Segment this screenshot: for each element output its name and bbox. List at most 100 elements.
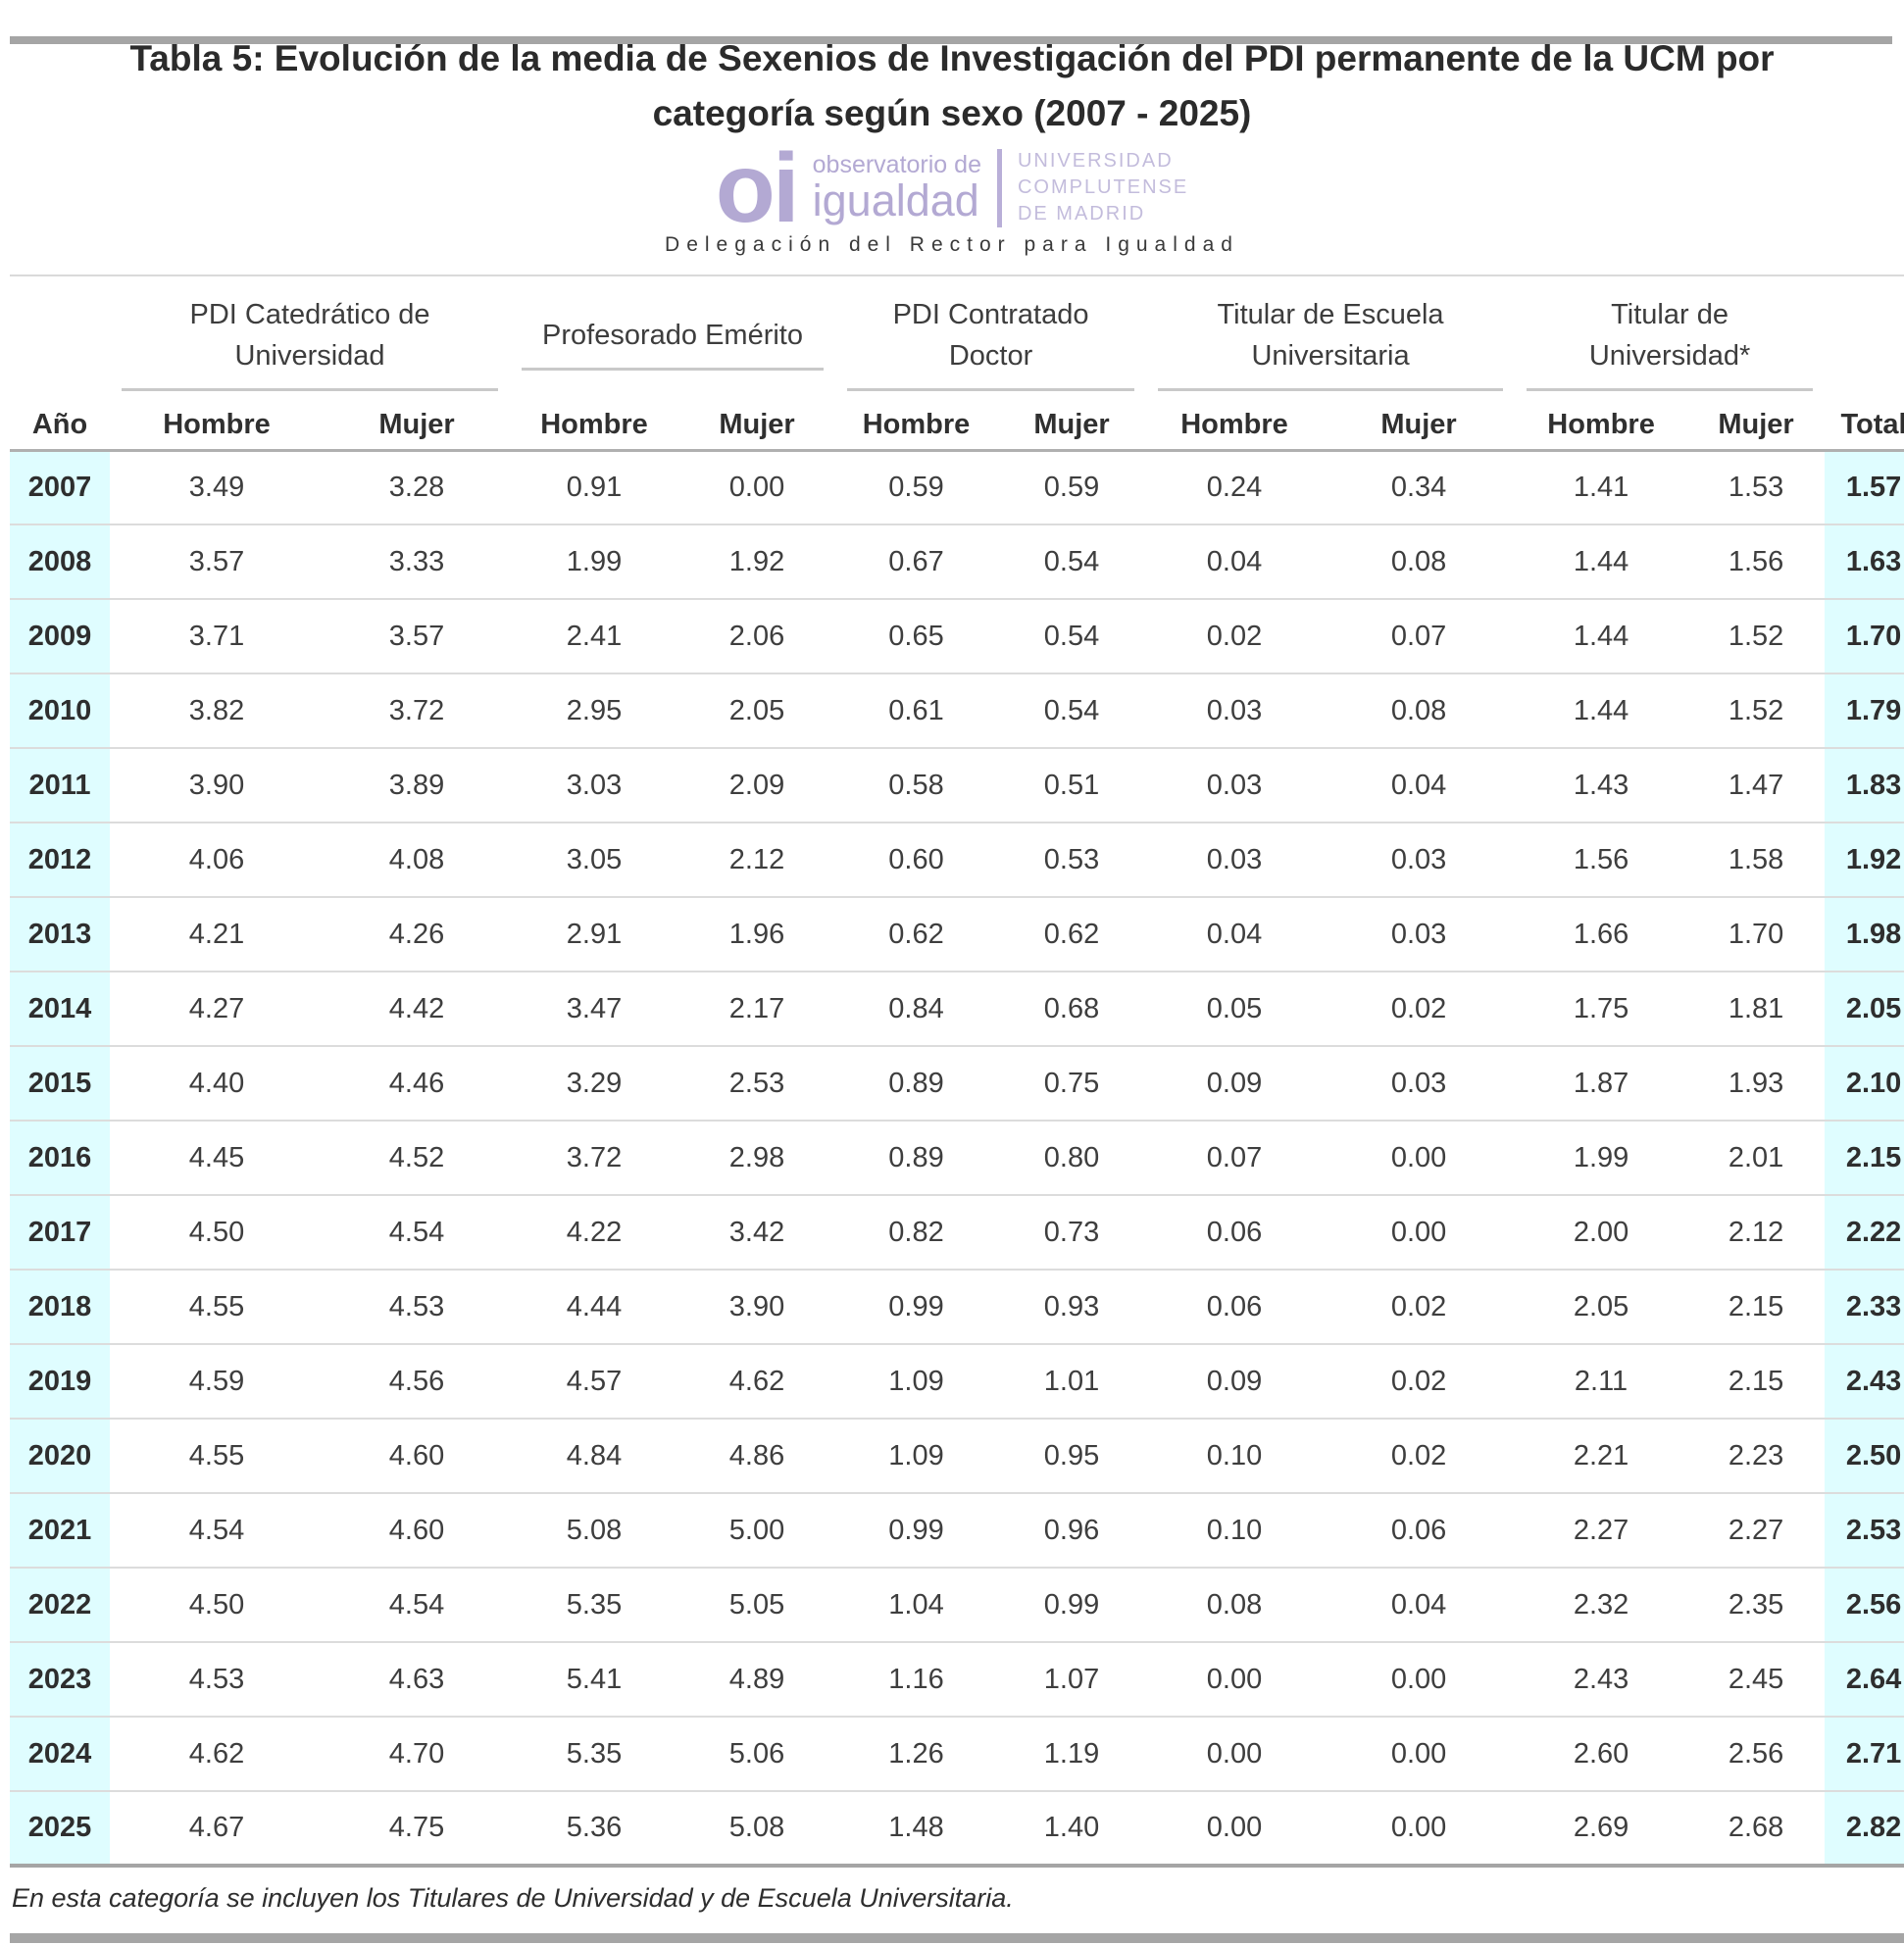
- oi-monogram-icon: oi: [715, 132, 800, 243]
- value-cell: 0.53: [997, 823, 1147, 898]
- value-cell: 3.42: [678, 1195, 836, 1271]
- value-cell: 5.35: [510, 1568, 679, 1643]
- value-cell: 4.53: [324, 1270, 511, 1345]
- value-cell: 2.00: [1515, 1195, 1688, 1271]
- page-title: Tabla 5: Evolución de la media de Sexeni…: [39, 31, 1865, 140]
- group-titular-universidad: Titular de Universidad*: [1515, 274, 1826, 405]
- value-cell: 0.02: [1323, 1270, 1516, 1345]
- value-cell: 0.00: [1323, 1791, 1516, 1868]
- value-cell: 1.47: [1687, 748, 1826, 823]
- value-cell: 0.96: [997, 1493, 1147, 1569]
- value-cell: 1.92: [678, 524, 836, 600]
- logo-divider: [996, 148, 1002, 227]
- table-row: 2013 4.21 4.26 2.91 1.96 0.62 0.62 0.04 0.03 1.66…: [10, 897, 1904, 972]
- footnote: En esta categoría se incluyen los Titula…: [12, 1883, 1014, 1913]
- value-cell: 4.59: [110, 1344, 324, 1420]
- value-cell: 0.00: [1146, 1791, 1324, 1868]
- year-cell: 2012: [10, 823, 110, 898]
- col-header-mujer: Mujer: [678, 405, 836, 452]
- total-cell: 2.05: [1825, 972, 1904, 1047]
- value-cell: 3.90: [678, 1270, 836, 1345]
- value-cell: 2.41: [510, 599, 679, 674]
- value-cell: 2.69: [1515, 1791, 1688, 1868]
- value-cell: 2.91: [510, 897, 679, 972]
- value-cell: 2.15: [1687, 1270, 1826, 1345]
- value-cell: 4.54: [324, 1195, 511, 1271]
- value-cell: 1.70: [1687, 897, 1826, 972]
- value-cell: 0.02: [1323, 1344, 1516, 1420]
- value-cell: 0.09: [1146, 1344, 1324, 1420]
- value-cell: 0.54: [997, 599, 1147, 674]
- page-title-line2: categoría según sexo (2007 - 2025): [652, 92, 1252, 133]
- value-cell: 0.06: [1146, 1195, 1324, 1271]
- value-cell: 4.52: [324, 1121, 511, 1196]
- table-row: 2025 4.67 4.75 5.36 5.08 1.48 1.40 0.00 0.00 2.69…: [10, 1791, 1904, 1868]
- year-cell: 2022: [10, 1568, 110, 1643]
- value-cell: 1.87: [1515, 1046, 1688, 1122]
- value-cell: 3.47: [510, 972, 679, 1047]
- value-cell: 0.00: [1146, 1717, 1324, 1792]
- value-cell: 0.03: [1323, 1046, 1516, 1122]
- value-cell: 3.82: [110, 673, 324, 749]
- value-cell: 4.42: [324, 972, 511, 1047]
- value-cell: 0.03: [1146, 673, 1324, 749]
- value-cell: 0.02: [1323, 972, 1516, 1047]
- value-cell: 4.06: [110, 823, 324, 898]
- horizontal-scrollbar[interactable]: [10, 1933, 1904, 1943]
- logo-university-line3: DE MADRID: [1017, 203, 1146, 224]
- group-label: Titular de Escuela Universitaria: [1158, 290, 1504, 392]
- value-cell: 3.57: [324, 599, 511, 674]
- value-cell: 0.00: [1323, 1642, 1516, 1718]
- total-cell: 2.22: [1825, 1195, 1904, 1271]
- total-cell: 2.56: [1825, 1568, 1904, 1643]
- value-cell: 2.68: [1687, 1791, 1826, 1868]
- total-cell: 1.98: [1825, 897, 1904, 972]
- value-cell: 1.19: [997, 1717, 1147, 1792]
- value-cell: 0.10: [1146, 1493, 1324, 1569]
- value-cell: 1.56: [1515, 823, 1688, 898]
- value-cell: 3.72: [510, 1121, 679, 1196]
- value-cell: 4.53: [110, 1642, 324, 1718]
- value-cell: 0.02: [1323, 1419, 1516, 1494]
- value-cell: 5.00: [678, 1493, 836, 1569]
- value-cell: 0.99: [835, 1493, 998, 1569]
- value-cell: 0.61: [835, 673, 998, 749]
- value-cell: 4.44: [510, 1270, 679, 1345]
- value-cell: 5.41: [510, 1642, 679, 1718]
- col-header-mujer: Mujer: [997, 405, 1147, 452]
- value-cell: 4.62: [110, 1717, 324, 1792]
- group-label: PDI Contratado Doctor: [847, 290, 1135, 392]
- value-cell: 5.05: [678, 1568, 836, 1643]
- value-cell: 2.01: [1687, 1121, 1826, 1196]
- value-cell: 4.26: [324, 897, 511, 972]
- col-header-mujer: Mujer: [1687, 405, 1826, 452]
- group-spacer-ano: [10, 274, 110, 405]
- year-cell: 2019: [10, 1344, 110, 1420]
- year-cell: 2016: [10, 1121, 110, 1196]
- value-cell: 2.35: [1687, 1568, 1826, 1643]
- value-cell: 2.53: [678, 1046, 836, 1122]
- value-cell: 0.54: [997, 673, 1147, 749]
- logo-name: observatorio de igualdad: [812, 150, 981, 224]
- value-cell: 0.75: [997, 1046, 1147, 1122]
- value-cell: 1.75: [1515, 972, 1688, 1047]
- table-row: 2021 4.54 4.60 5.08 5.00 0.99 0.96 0.10 0.06 2.27…: [10, 1493, 1904, 1569]
- value-cell: 0.34: [1323, 450, 1516, 525]
- value-cell: 0.03: [1146, 823, 1324, 898]
- group-header-row: PDI Catedrático de Universidad Profesora…: [10, 274, 1904, 405]
- value-cell: 0.89: [835, 1121, 998, 1196]
- value-cell: 1.96: [678, 897, 836, 972]
- total-cell: 2.15: [1825, 1121, 1904, 1196]
- value-cell: 2.12: [678, 823, 836, 898]
- value-cell: 1.48: [835, 1791, 998, 1868]
- value-cell: 0.00: [1323, 1717, 1516, 1792]
- value-cell: 4.70: [324, 1717, 511, 1792]
- year-cell: 2017: [10, 1195, 110, 1271]
- logo-name-line1: observatorio de: [812, 150, 981, 178]
- value-cell: 3.72: [324, 673, 511, 749]
- value-cell: 1.41: [1515, 450, 1688, 525]
- table-row: 2019 4.59 4.56 4.57 4.62 1.09 1.01 0.09 0.02 2.11…: [10, 1344, 1904, 1420]
- value-cell: 2.27: [1687, 1493, 1826, 1569]
- total-cell: 2.43: [1825, 1344, 1904, 1420]
- table-body: 2007 3.49 3.28 0.91 0.00 0.59 0.59 0.24 0.34 1.41…: [10, 450, 1904, 1868]
